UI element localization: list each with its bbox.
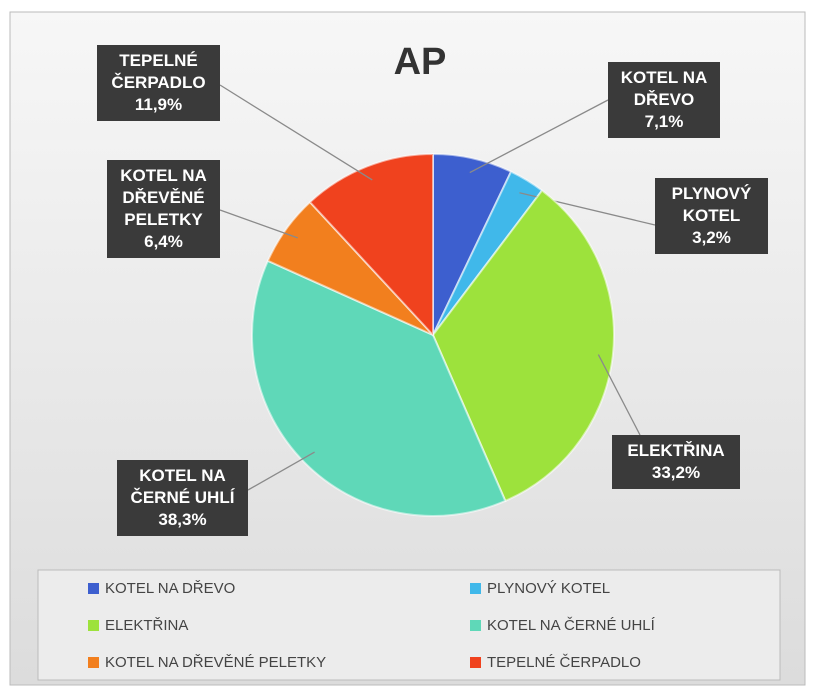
legend-item: KOTEL NA ČERNÉ UHLÍ: [470, 617, 655, 634]
data-label-name: KOTEL NA DŘEVO: [620, 68, 708, 109]
leader-line: [219, 84, 373, 181]
legend-swatch: [470, 583, 481, 594]
data-label-value: 38,3%: [158, 510, 207, 529]
pie-slice: [308, 152, 434, 338]
leader-line: [219, 209, 298, 239]
data-label-name: KOTEL NA DŘEVĚNÉ PELETKY: [120, 166, 207, 229]
legend-item: KOTEL NA DŘEVO: [88, 580, 235, 597]
data-label-name: KOTEL NA ČERNÉ UHLÍ: [130, 466, 235, 507]
legend-item: KOTEL NA DŘEVĚNÉ PELETKY: [88, 654, 326, 671]
data-label: KOTEL NA DŘEVĚNÉ PELETKY 6,4%: [107, 160, 220, 258]
data-label-value: 3,2%: [692, 228, 731, 247]
legend-swatch: [88, 620, 99, 631]
data-label-name: PLYNOVÝ KOTEL: [671, 184, 752, 225]
data-label: TEPELNÉ ČERPADLO 11,9%: [97, 45, 220, 121]
legend-label: KOTEL NA DŘEVĚNÉ PELETKY: [105, 654, 327, 671]
legend-label: KOTEL NA ČERNÉ UHLÍ: [487, 617, 655, 634]
legend-swatch: [470, 620, 481, 631]
pie-slice: [251, 259, 507, 517]
data-label: PLYNOVÝ KOTEL 3,2%: [655, 178, 768, 254]
legend-item: TEPELNÉ ČERPADLO: [470, 654, 641, 671]
data-label-name: TEPELNÉ ČERPADLO: [111, 51, 206, 92]
legend-swatch: [470, 657, 481, 668]
legend-label: PLYNOVÝ KOTEL: [487, 580, 611, 597]
leader-line: [247, 451, 315, 491]
legend-swatch: [88, 657, 99, 668]
legend-item: ELEKTŘINA: [88, 617, 188, 634]
legend-item: PLYNOVÝ KOTEL: [470, 580, 610, 597]
data-label-name: ELEKTŘINA: [627, 441, 725, 460]
legend-swatch: [88, 583, 99, 594]
leader-line: [469, 99, 609, 174]
data-label-value: 33,2%: [651, 463, 701, 482]
data-label-value: 11,9%: [134, 95, 183, 114]
data-label-value: 7,1%: [644, 112, 684, 131]
data-label-value: 6,4%: [144, 232, 183, 251]
legend-label: KOTEL NA DŘEVO: [105, 580, 236, 597]
data-label: KOTEL NA DŘEVO 7,1%: [608, 62, 720, 138]
legend-box: [37, 569, 781, 681]
data-label: KOTEL NA ČERNÉ UHLÍ 38,3%: [117, 460, 248, 536]
data-label: ELEKTŘINA 33,2%: [612, 435, 740, 489]
chart-title: AP: [394, 41, 447, 83]
legend-label: TEPELNÉ ČERPADLO: [487, 654, 641, 671]
leader-line: [597, 354, 641, 436]
pie-slice: [431, 189, 615, 503]
legend-label: ELEKTŘINA: [105, 617, 189, 634]
